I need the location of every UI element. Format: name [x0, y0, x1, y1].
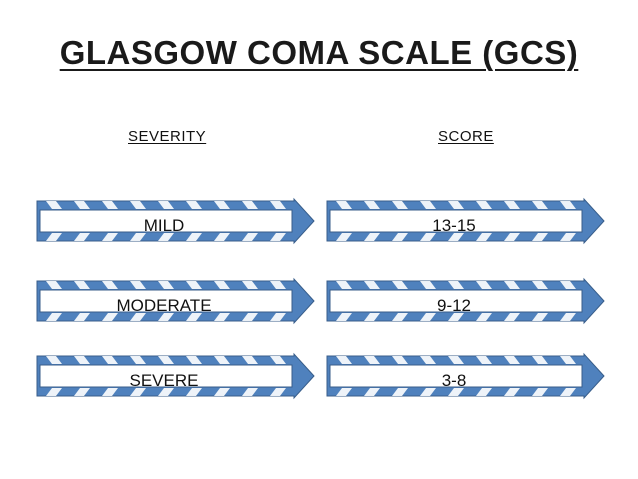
score-label: 3-8	[441, 371, 467, 390]
severity-label: MILD	[143, 216, 185, 235]
severity-label: MODERATE	[116, 296, 212, 315]
severity-arrow-moderate: MODERATE	[36, 276, 316, 326]
severity-arrow-mild: MILD	[36, 196, 316, 246]
striped-arrow-shape	[36, 277, 315, 325]
severity-label: SEVERE	[129, 371, 199, 390]
severity-column-header: SEVERITY	[128, 128, 207, 145]
striped-arrow-shape	[36, 352, 315, 400]
score-label: 9-12	[436, 296, 472, 315]
score-arrow-moderate: 9-12	[326, 276, 606, 326]
severity-arrow-severe: SEVERE	[36, 351, 316, 401]
striped-arrow-shape	[326, 277, 605, 325]
score-arrow-mild: 13-15	[326, 196, 606, 246]
slide-title: GLASGOW COMA SCALE (GCS)	[59, 34, 579, 71]
score-column-header: SCORE	[438, 128, 494, 145]
striped-arrow-shape	[326, 197, 605, 245]
score-label: 13-15	[432, 216, 476, 235]
score-arrow-severe: 3-8	[326, 351, 606, 401]
striped-arrow-shape	[36, 197, 315, 245]
striped-arrow-shape	[326, 352, 605, 400]
